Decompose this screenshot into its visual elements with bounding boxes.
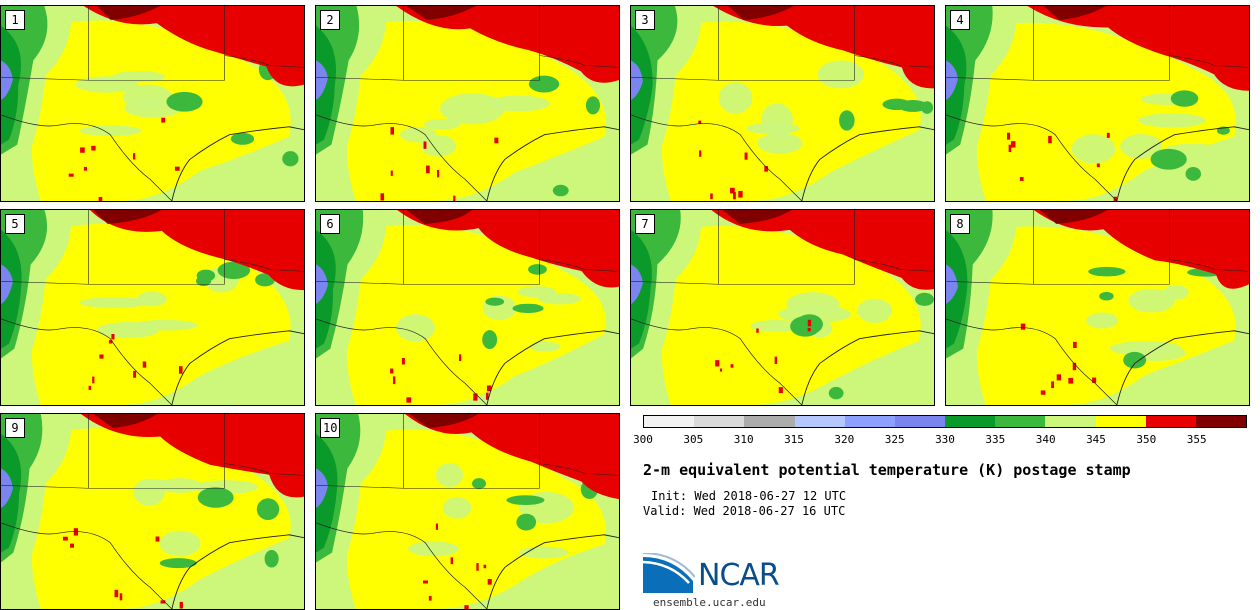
map-panel-10: 10 [315, 413, 620, 610]
map-panel-4: 4 [945, 5, 1250, 202]
colorbar-segment [644, 416, 695, 427]
colorbar-segment [794, 416, 845, 427]
map-panel-8: 8 [945, 209, 1250, 406]
colorbar-tick-label: 325 [884, 433, 905, 446]
map-field [316, 210, 619, 405]
panel-label: 8 [950, 214, 970, 234]
map-panel-1: 1 [0, 5, 305, 202]
colorbar-segment [995, 416, 1046, 427]
colorbar-tick-label: 355 [1186, 433, 1207, 446]
colorbar-segment [1095, 416, 1146, 427]
colorbar-tick-label: 350 [1136, 433, 1157, 446]
map-field [1, 210, 304, 405]
init-time: Init: Wed 2018-06-27 12 UTC [651, 489, 847, 503]
colorbar-segment [694, 416, 745, 427]
colorbar-tick-label: 300 [633, 433, 653, 446]
panel-label: 5 [5, 214, 25, 234]
map-field [316, 6, 619, 201]
colorbar-segment [1195, 416, 1247, 427]
colorbar-segment [894, 416, 946, 427]
map-panel-5: 5 [0, 209, 305, 406]
colorbar-tick-label: 330 [935, 433, 955, 446]
colorbar-tick-label: 340 [1035, 433, 1056, 446]
valid-time: Valid: Wed 2018-06-27 16 UTC [643, 504, 846, 518]
map-field [631, 6, 934, 201]
ncar-swoosh-icon [643, 553, 695, 593]
map-field [631, 210, 934, 405]
panel-label: 2 [320, 10, 340, 30]
colorbar-tick-label: 310 [733, 433, 754, 446]
panel-label: 6 [320, 214, 340, 234]
map-field [1, 414, 304, 609]
ncar-logo: NCAR [643, 553, 793, 595]
colorbar [643, 415, 1247, 428]
colorbar-segment [1045, 416, 1096, 427]
map-panel-9: 9 [0, 413, 305, 610]
map-field [946, 210, 1249, 405]
logo-text: NCAR [698, 558, 780, 593]
colorbar-segment [744, 416, 795, 427]
colorbar-tick-label: 305 [683, 433, 704, 446]
panel-label: 3 [635, 10, 655, 30]
site-url: ensemble.ucar.edu [653, 596, 766, 609]
panel-label: 7 [635, 214, 655, 234]
panel-label: 1 [5, 10, 25, 30]
colorbar-tick-label: 335 [985, 433, 1006, 446]
figure-title: 2-m equivalent potential temperature (K)… [643, 461, 1131, 479]
map-field [946, 6, 1249, 201]
panel-label: 4 [950, 10, 970, 30]
map-panel-3: 3 [630, 5, 935, 202]
map-panel-7: 7 [630, 209, 935, 406]
colorbar-tick-label: 320 [834, 433, 855, 446]
colorbar-segment [945, 416, 996, 427]
panel-label: 9 [5, 418, 25, 438]
colorbar-segment [844, 416, 895, 427]
colorbar-ticks: 300 305 310 315 320 325 330 335 340 345 … [633, 433, 1247, 447]
map-panel-6: 6 [315, 209, 620, 406]
colorbar-tick-label: 345 [1086, 433, 1106, 446]
map-field [1, 6, 304, 201]
colorbar-tick-label: 315 [784, 433, 804, 446]
map-panel-2: 2 [315, 5, 620, 202]
panel-label: 10 [320, 418, 341, 438]
map-field [316, 414, 619, 609]
colorbar-segment [1145, 416, 1196, 427]
